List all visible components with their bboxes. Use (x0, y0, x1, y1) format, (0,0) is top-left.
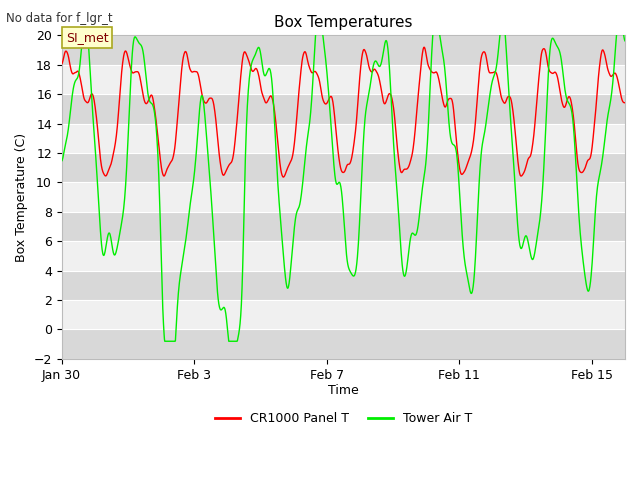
Bar (61, 94, 625, 123)
Bar (61, 36, 625, 65)
Bar (61, 241, 625, 271)
Bar (61, 329, 625, 359)
Text: No data for f_lgr_t: No data for f_lgr_t (6, 12, 113, 25)
Bar (61, 300, 625, 329)
Text: SI_met: SI_met (66, 31, 109, 44)
Legend: CR1000 Panel T, Tower Air T: CR1000 Panel T, Tower Air T (210, 407, 477, 430)
Bar (61, 65, 625, 94)
Bar (61, 153, 625, 182)
Y-axis label: Box Temperature (C): Box Temperature (C) (15, 132, 28, 262)
Bar (61, 212, 625, 241)
Title: Box Temperatures: Box Temperatures (274, 15, 413, 30)
Bar (61, 182, 625, 212)
Bar (61, 123, 625, 153)
Bar (61, 271, 625, 300)
X-axis label: Time: Time (328, 384, 358, 397)
